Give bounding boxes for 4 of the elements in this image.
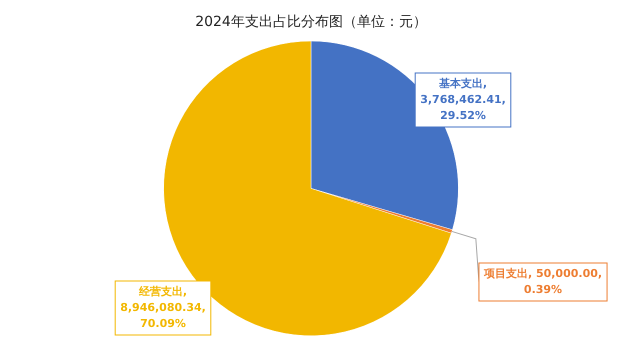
slice-label: 基本支出, 3,768,462.41, 29.52% [420, 76, 506, 122]
slice-label: 项目支出, 50,000.00, 0.39% [482, 266, 602, 296]
slice-label: 经营支出, 8,946,080.34, 70.09% [120, 284, 206, 330]
chart-title: 2024年支出占比分布图（单位：元） [195, 14, 427, 30]
